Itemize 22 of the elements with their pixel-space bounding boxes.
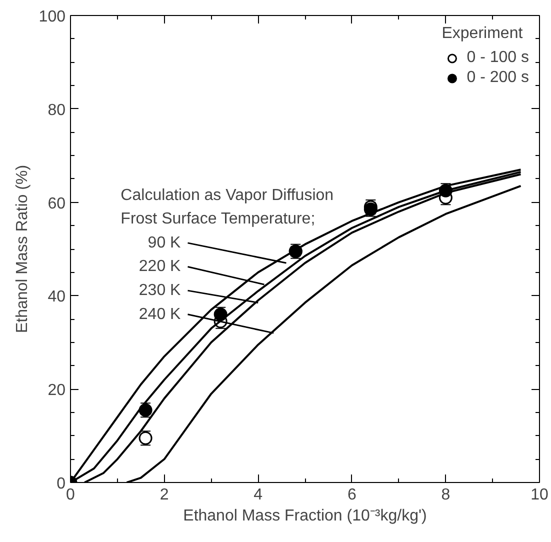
x-tick-label: 6 [347, 486, 356, 504]
annotation: 230 K [138, 282, 182, 300]
y-tick-label: 60 [48, 195, 66, 212]
annotation: 240 K [138, 306, 182, 323]
annotation: 220 K [138, 258, 182, 276]
x-tick-label: 2 [160, 486, 169, 504]
x-tick-label: 4 [254, 486, 263, 504]
annotation: 90 K [148, 234, 182, 252]
y-tick-label: 20 [48, 382, 66, 400]
annotation: Calculation as Vapor Diffusion [120, 186, 334, 204]
legend-label: 0 - 200 s [466, 69, 529, 87]
legend-label: 0 - 100 s [466, 49, 529, 67]
x-tick-label: 8 [441, 486, 450, 504]
y-tick-label: 40 [48, 288, 66, 306]
y-tick-label: 0 [56, 476, 66, 492]
y-axis-title: Ethanol Mass Ratio (%) [14, 164, 31, 334]
annotation: Frost Surface Temperature; [120, 210, 316, 228]
y-tick-label: 80 [48, 102, 66, 119]
y-tick-label: 100 [38, 8, 66, 26]
legend-title: Experiment [442, 25, 524, 43]
x-axis-title: Ethanol Mass Fraction (10⁻³kg/kg') [183, 508, 427, 524]
x-tick-label: 10 [530, 486, 548, 504]
